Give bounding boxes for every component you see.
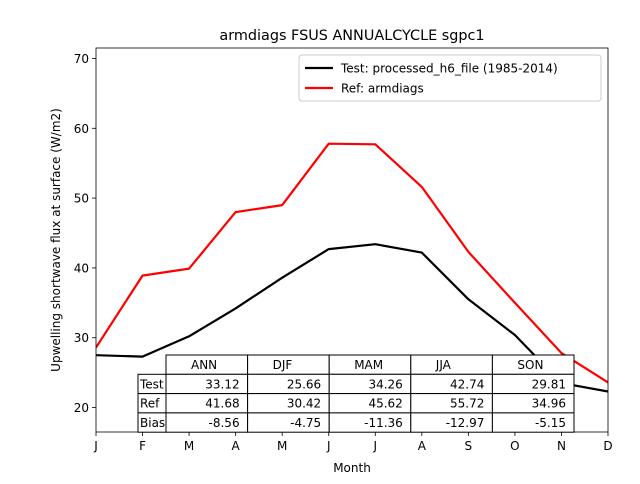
x-tick-label: J bbox=[93, 439, 98, 453]
x-tick-label: A bbox=[232, 439, 241, 453]
y-tick-label: 20 bbox=[74, 401, 89, 415]
table-cell-value: 45.62 bbox=[368, 397, 402, 411]
table-header-label: MAM bbox=[354, 358, 383, 372]
y-tick-label: 70 bbox=[74, 52, 89, 66]
series-line-test bbox=[96, 243, 608, 393]
x-tick-label: D bbox=[603, 439, 612, 453]
table-cell-value: 34.26 bbox=[368, 377, 402, 391]
y-axis: 20 30 40 50 60 70 bbox=[74, 52, 96, 415]
table-cell-value: 25.66 bbox=[287, 377, 321, 391]
table-header-label: ANN bbox=[191, 358, 217, 372]
table-cell bbox=[491, 412, 575, 433]
x-tick-label: M bbox=[184, 439, 194, 453]
table-cell-value: -5.15 bbox=[535, 416, 566, 430]
table-row-label: Test bbox=[139, 377, 164, 391]
x-axis-label: Month bbox=[333, 461, 371, 475]
y-axis-label: Upwelling shortwave flux at surface (W/m… bbox=[49, 108, 63, 372]
table-header-label: JJA bbox=[435, 358, 452, 372]
table-header-cell bbox=[410, 354, 493, 375]
legend-box bbox=[298, 54, 602, 102]
table-header-label: SON bbox=[517, 358, 543, 372]
legend-label: Test: processed_h6_file (1985-2014) bbox=[340, 62, 558, 76]
x-tick-label: N bbox=[557, 439, 566, 453]
table-cell-value: -8.56 bbox=[209, 416, 240, 430]
legend-label: Ref: armdiags bbox=[341, 82, 424, 96]
table-cell-value: -4.75 bbox=[290, 416, 321, 430]
x-tick-label: O bbox=[510, 439, 519, 453]
x-tick-label: J bbox=[372, 439, 377, 453]
table-row-label: Ref bbox=[140, 397, 160, 411]
y-tick-label: 50 bbox=[74, 192, 89, 206]
stats-table: ANN DJF MAM JJA SON Test 33.12 25.66 34.26 42.74 2… bbox=[137, 354, 575, 433]
table-cell-value: 55.72 bbox=[450, 397, 484, 411]
legend: Test: processed_h6_file (1985-2014) Ref: … bbox=[298, 54, 602, 102]
y-tick-label: 40 bbox=[74, 261, 89, 275]
table-cell-value: 42.74 bbox=[450, 377, 484, 391]
x-tick-label: J bbox=[326, 439, 331, 453]
chart-title: armdiags FSUS ANNUALCYCLE sgpc1 bbox=[219, 28, 484, 44]
table-cell-value: 41.68 bbox=[205, 397, 239, 411]
table-cell-value: 34.96 bbox=[532, 397, 566, 411]
x-tick-label: M bbox=[277, 439, 287, 453]
table-cell-value: -11.36 bbox=[364, 416, 403, 430]
table-row-label: Bias bbox=[140, 416, 165, 430]
x-tick-label: S bbox=[465, 439, 473, 453]
series-line-ref bbox=[96, 142, 608, 384]
table-cell-value: -12.97 bbox=[446, 416, 485, 430]
x-tick-label: A bbox=[418, 439, 427, 453]
table-header-label: DJF bbox=[273, 358, 293, 372]
table-cell-value: 33.12 bbox=[205, 377, 239, 391]
x-tick-label: F bbox=[139, 439, 146, 453]
series-layer bbox=[96, 142, 608, 393]
table-cell-value: 29.81 bbox=[532, 377, 566, 391]
y-tick-label: 60 bbox=[74, 122, 89, 136]
table-cell-value: 30.42 bbox=[287, 397, 321, 411]
y-tick-label: 30 bbox=[74, 331, 89, 345]
